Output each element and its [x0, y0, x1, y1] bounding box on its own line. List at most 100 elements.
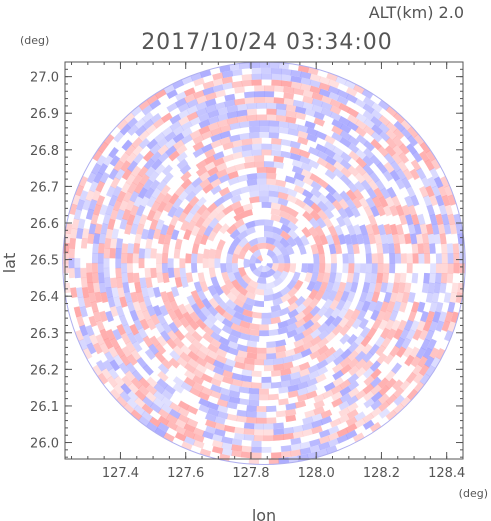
radar-cell: [425, 185, 435, 198]
radar-cell: [139, 369, 151, 381]
radar-cell: [220, 230, 231, 242]
radar-cell: [119, 199, 129, 212]
radar-cell: [313, 399, 325, 410]
radar-cell: [152, 228, 162, 240]
radar-cell: [293, 338, 305, 349]
radar-cell: [226, 413, 238, 422]
radar-cell: [407, 135, 419, 147]
radar-cell: [358, 197, 369, 209]
radar-cell: [412, 151, 423, 163]
radar-cell: [86, 262, 93, 274]
radar-cell: [251, 67, 262, 75]
radar-cell: [337, 89, 349, 99]
radar-cell: [387, 272, 395, 284]
radar-cell: [120, 160, 131, 172]
radar-cell: [287, 228, 299, 240]
radar-cell: [354, 350, 367, 363]
radar-cell: [280, 80, 292, 88]
radar-cell: [253, 429, 264, 436]
radar-cell: [294, 227, 305, 239]
radar-cell: [362, 110, 375, 121]
radar-cell: [378, 384, 390, 397]
radar-cell: [413, 223, 422, 235]
radar-cell: [306, 263, 314, 274]
radar-cell: [345, 325, 357, 338]
radar-cell: [76, 315, 85, 327]
radar-cell: [127, 390, 139, 402]
radar-cell: [200, 209, 211, 221]
radar-cell: [180, 395, 193, 406]
radar-cell: [121, 305, 131, 318]
radar-cell: [248, 272, 259, 283]
radar-cell: [246, 178, 258, 187]
radar-cell: [435, 166, 446, 179]
radar-cell: [401, 337, 412, 350]
radar-cell: [253, 96, 265, 104]
radar-cell: [377, 416, 390, 427]
radar-cell: [311, 413, 323, 423]
radar-cell: [347, 157, 360, 169]
radar-cell: [302, 304, 314, 316]
radar-cell: [103, 337, 114, 350]
radar-cell: [238, 266, 247, 278]
radar-cell: [202, 332, 214, 344]
radar-cell: [374, 233, 382, 245]
radar-cell: [440, 243, 448, 254]
radar-cell: [201, 379, 213, 390]
radar-cell: [365, 263, 372, 274]
radar-cell: [268, 120, 280, 127]
radar-cell: [378, 99, 390, 111]
radar-cell: [355, 119, 368, 131]
radar-cell: [256, 411, 267, 418]
radar-cell: [398, 371, 410, 384]
radar-field: [62, 62, 466, 465]
radar-cell: [340, 290, 350, 303]
radar-cell: [213, 196, 226, 208]
radar-cell: [295, 253, 302, 264]
radar-cell: [340, 364, 352, 375]
radar-cell: [380, 327, 391, 340]
radar-cell: [327, 425, 340, 435]
radar-cell: [195, 356, 208, 367]
radar-cell: [193, 89, 205, 100]
radar-cell: [94, 223, 103, 235]
radar-cell: [167, 308, 178, 321]
radar-cell: [170, 229, 180, 241]
radar-cell: [62, 262, 69, 274]
radar-cell: [98, 272, 105, 284]
radar-cell: [231, 279, 242, 291]
radar-cell: [123, 112, 135, 124]
radar-cell: [136, 356, 148, 369]
radar-cell: [243, 258, 250, 269]
radar-cell: [266, 172, 277, 180]
radar-cell: [273, 85, 285, 93]
radar-cell: [355, 148, 367, 160]
radar-cell: [405, 372, 417, 384]
radar-cell: [191, 338, 203, 350]
radar-cell: [207, 166, 219, 177]
radar-cell: [237, 278, 249, 290]
radar-cell: [104, 351, 115, 363]
radar-cell: [193, 77, 205, 87]
radar-cell: [268, 184, 279, 192]
radar-cell: [253, 91, 265, 98]
radar-cell: [298, 368, 311, 378]
radar-cell: [127, 160, 138, 173]
radar-cell: [263, 359, 275, 366]
radar-cell: [381, 178, 392, 190]
radar-cell: [285, 402, 297, 411]
y-tick-label: 26.8: [30, 144, 59, 159]
radar-cell: [243, 434, 255, 441]
radar-cell: [172, 390, 184, 401]
radar-cell: [157, 144, 169, 156]
radar-cell: [388, 336, 399, 349]
radar-cell: [151, 238, 159, 249]
radar-cell: [229, 228, 241, 240]
radar-cell: [172, 383, 185, 394]
radar-cell: [339, 136, 352, 148]
radar-cell: [327, 438, 340, 448]
radar-cell: [196, 263, 204, 274]
radar-cell: [435, 320, 445, 333]
radar-cell: [322, 272, 331, 284]
radar-cell: [224, 93, 236, 102]
